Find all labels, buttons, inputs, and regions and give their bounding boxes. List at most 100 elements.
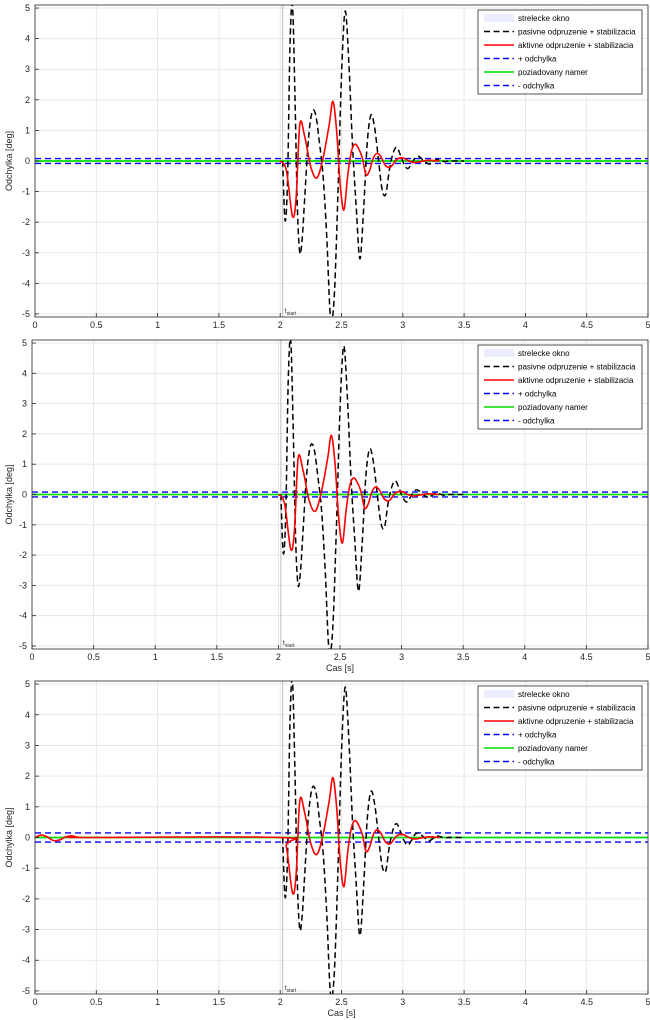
legend-label: - odchylka: [518, 758, 555, 767]
x-tick-label: 0.5: [90, 320, 103, 330]
x-tick-label: 0: [29, 652, 34, 662]
y-tick-label: -5: [22, 309, 30, 319]
x-tick-label: 5: [645, 997, 650, 1007]
legend: strelecke okno pasivne odpruzenie + stabi…: [477, 9, 643, 95]
tstart-label: tstart: [283, 640, 295, 649]
x-tick-label: 1: [155, 320, 160, 330]
series-pasivne: [280, 340, 464, 649]
legend-swatch: [484, 14, 514, 22]
y-axis-label: Odchylka [deg]: [4, 131, 14, 191]
legend: strelecke okno pasivne odpruzenie + stabi…: [477, 344, 643, 430]
y-tick-label: -2: [19, 550, 27, 560]
y-tick-label: -2: [22, 894, 30, 904]
series-pasivne: [281, 5, 465, 317]
y-tick-label: -5: [19, 641, 27, 651]
legend-label: + odchylka: [518, 390, 557, 399]
y-tick-label: -4: [19, 611, 27, 621]
x-tick-label: 0: [32, 320, 37, 330]
tstart-label: tstart: [285, 308, 297, 317]
x-tick-label: 3: [399, 652, 404, 662]
legend-swatch: [484, 349, 514, 357]
x-tick-label: 2: [278, 997, 283, 1007]
legend-label: aktivne odpruzenie + stabilizacia: [518, 41, 634, 50]
legend-label: strelecke okno: [518, 349, 570, 358]
legend-swatch: [484, 690, 514, 698]
y-tick-label: -1: [19, 520, 27, 530]
x-tick-label: 1.5: [213, 997, 226, 1007]
x-tick-label: 4: [523, 320, 528, 330]
y-tick-label: -5: [22, 986, 30, 996]
series-aktivne: [35, 776, 440, 895]
y-tick-label: 3: [25, 64, 30, 74]
x-axis-label: Cas [s]: [327, 1008, 355, 1018]
y-tick-label: 0: [25, 833, 30, 843]
x-tick-label: 2: [276, 652, 281, 662]
y-tick-label: -3: [22, 925, 30, 935]
x-tick-label: 3: [400, 997, 405, 1007]
y-tick-label: 2: [25, 95, 30, 105]
y-tick-label: -3: [22, 248, 30, 258]
x-tick-label: 1: [153, 652, 158, 662]
y-tick-label: -1: [22, 187, 30, 197]
y-tick-label: 3: [25, 740, 30, 750]
legend-label: aktivne odpruzenie + stabilizacia: [518, 376, 634, 385]
x-tick-label: 3: [400, 320, 405, 330]
y-tick-label: 1: [22, 459, 27, 469]
legend-label: strelecke okno: [518, 14, 570, 23]
y-tick-label: 0: [22, 490, 27, 500]
legend-label: poziadovany namer: [518, 744, 588, 753]
legend-label: - odchylka: [518, 82, 555, 91]
x-tick-label: 4.5: [580, 652, 593, 662]
legend-label: - odchylka: [518, 417, 555, 426]
legend-label: pasivne odpruzenie + stabilizacia: [518, 363, 636, 372]
legend-label: strelecke okno: [518, 690, 570, 699]
chart-svg-2: tstart 0 0.5 1 1.5 2 2.5 3 3.5 4 4.5 5 5 4 3 2 1 0 -1 -2 -3 -…: [4, 338, 650, 673]
x-tick-label: 3.5: [458, 997, 471, 1007]
x-tick-label: 2: [278, 320, 283, 330]
legend-label: + odchylka: [518, 55, 557, 64]
x-tick-label: 1: [155, 997, 160, 1007]
y-tick-label: 0: [25, 156, 30, 166]
x-tick-label: 0: [32, 997, 37, 1007]
series-pasivne: [281, 681, 465, 994]
legend-label: + odchylka: [518, 731, 557, 740]
x-tick-label: 5: [645, 652, 650, 662]
x-tick-label: 4.5: [580, 997, 593, 1007]
chart-panel-3: tstart 0 0.5 1 1.5 2 2.5 3 3.5 4 4.5 5 5 4 3 2 1 0 -1 -2 -3 -…: [0, 676, 650, 1020]
y-tick-label: 4: [25, 34, 30, 44]
chart-svg-3: tstart 0 0.5 1 1.5 2 2.5 3 3.5 4 4.5 5 5 4 3 2 1 0 -1 -2 -3 -…: [4, 679, 650, 1018]
series-aktivne: [277, 434, 439, 552]
x-tick-label: 0.5: [90, 997, 103, 1007]
y-tick-label: -4: [22, 278, 30, 288]
chart-panel-1: tstart 0 0.5 1 1.5 2 2.5 3 3.5 4 4.5 5 5 4 3 2 1 0 -1 -2 -3 -…: [0, 0, 650, 336]
x-tick-label: 0.5: [87, 652, 100, 662]
x-tick-label: 4: [522, 652, 527, 662]
y-tick-label: 1: [25, 802, 30, 812]
y-tick-label: 4: [25, 710, 30, 720]
x-tick-label: 1.5: [213, 320, 226, 330]
y-tick-label: 2: [25, 771, 30, 781]
x-axis-label: Cas [s]: [326, 663, 354, 673]
y-tick-label: -3: [19, 580, 27, 590]
x-tick-label: 2.5: [334, 652, 347, 662]
legend-label: pasivne odpruzenie + stabilizacia: [518, 28, 636, 37]
y-axis-label: Odchylka [deg]: [4, 807, 14, 867]
x-tick-label: 5: [645, 320, 650, 330]
x-tick-label: 2.5: [335, 997, 348, 1007]
x-tick-label: 3.5: [457, 652, 470, 662]
y-axis-label: Odchylka [deg]: [4, 464, 14, 524]
y-tick-label: 2: [22, 429, 27, 439]
x-tick-label: 1.5: [211, 652, 224, 662]
x-tick-label: 2.5: [335, 320, 348, 330]
y-tick-label: 4: [22, 368, 27, 378]
x-tick-label: 4.5: [580, 320, 593, 330]
y-tick-label: 5: [22, 338, 27, 348]
legend-label: poziadovany namer: [518, 403, 588, 412]
y-tick-label: -1: [22, 863, 30, 873]
y-tick-label: 1: [25, 125, 30, 135]
y-tick-label: -2: [22, 217, 30, 227]
y-tick-label: 3: [22, 399, 27, 409]
x-tick-label: 3.5: [458, 320, 471, 330]
series-aktivne: [279, 100, 440, 219]
